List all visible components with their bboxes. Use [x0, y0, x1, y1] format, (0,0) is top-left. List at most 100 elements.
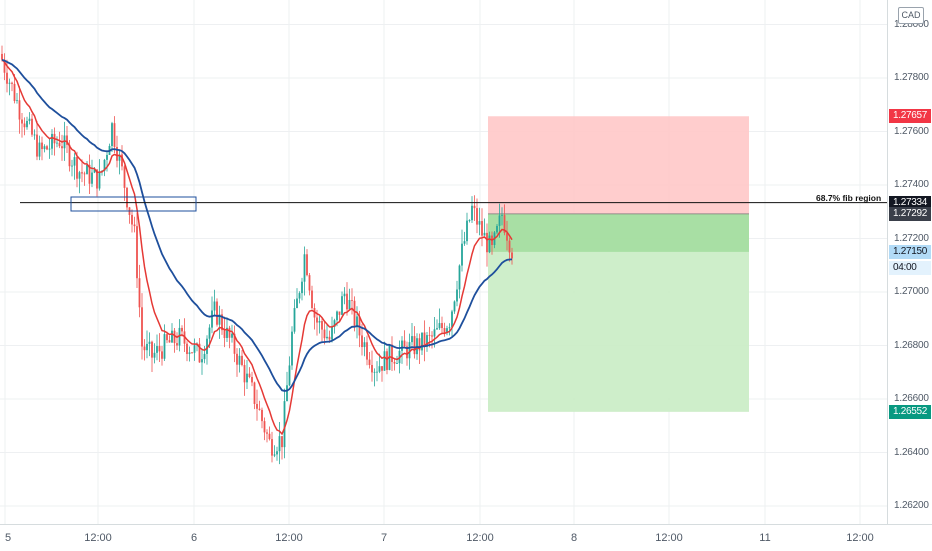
- candle-body: [18, 100, 21, 120]
- candle-body: [423, 332, 426, 347]
- price-tick-label: 1.26200: [894, 500, 929, 511]
- candle-body: [153, 352, 156, 358]
- candle-body: [81, 172, 83, 174]
- candle-body: [198, 343, 201, 363]
- candle-body: [171, 330, 173, 343]
- candle-body: [83, 173, 86, 175]
- candle-body: [481, 221, 483, 236]
- candle-body: [421, 332, 423, 351]
- candle-body: [131, 214, 133, 225]
- candle-body: [498, 215, 501, 226]
- time-axis[interactable]: 5 12:00 6 12:00 7 12:00 8 12:00 11 12:00: [0, 524, 932, 551]
- candle-body: [366, 342, 368, 360]
- candle-body: [166, 334, 168, 341]
- candle-body: [191, 352, 193, 354]
- candle-body: [331, 326, 333, 340]
- candle-body: [281, 436, 283, 448]
- candle-body: [323, 329, 326, 339]
- candle-body: [51, 133, 53, 149]
- price-tick-label: 1.26600: [894, 393, 929, 404]
- candle-body: [483, 232, 486, 236]
- candle-body: [361, 335, 363, 348]
- candle-body: [413, 336, 416, 355]
- candle-body: [113, 123, 116, 147]
- candle-body: [341, 296, 343, 315]
- candle-body: [383, 351, 386, 371]
- price-tick-label: 1.26400: [894, 446, 929, 458]
- drawings[interactable]: [20, 196, 887, 212]
- candle-body: [291, 331, 293, 366]
- candle-body: [368, 359, 371, 365]
- candle-body: [426, 335, 428, 347]
- candle-body: [511, 252, 513, 259]
- time-tick-label: 12:00: [275, 532, 303, 544]
- candle-body: [11, 82, 13, 84]
- candle-body: [503, 215, 506, 233]
- candle-body: [486, 232, 488, 253]
- candle-body: [338, 311, 341, 315]
- candle-body: [463, 241, 466, 244]
- currency-badge[interactable]: CAD: [898, 7, 924, 24]
- candle-body: [93, 169, 96, 173]
- candle-body: [103, 159, 106, 171]
- candle-body: [436, 328, 438, 330]
- candle-body: [163, 334, 166, 359]
- candle-body: [248, 373, 251, 377]
- candle-body: [133, 224, 136, 227]
- candle-body: [78, 172, 81, 179]
- candle-body: [306, 254, 308, 276]
- candle-body: [378, 366, 381, 372]
- time-tick-label: 12:00: [84, 532, 112, 544]
- candle-body: [373, 371, 376, 373]
- candle-body: [136, 226, 138, 279]
- candle-body: [46, 146, 48, 150]
- candle-body: [16, 100, 18, 102]
- candle-body: [68, 144, 71, 167]
- chart-area[interactable]: 68.7% fib region: [0, 0, 887, 524]
- price-tick-label: 1.26800: [894, 339, 929, 351]
- candle-body: [41, 142, 43, 150]
- candle-body: [188, 352, 191, 355]
- candle-body: [181, 327, 183, 332]
- candle-body: [301, 281, 303, 294]
- candle-body: [1, 53, 3, 60]
- price-chart[interactable]: [0, 0, 887, 524]
- candle-body: [63, 135, 66, 149]
- time-tick-label: 5: [4, 532, 12, 544]
- candle-body: [31, 118, 33, 135]
- short-position-tool[interactable]: [488, 116, 749, 412]
- candle-body: [451, 311, 453, 328]
- candle-body: [253, 382, 256, 404]
- candle-body: [231, 333, 233, 338]
- candle-body: [433, 329, 436, 337]
- candle-body: [173, 330, 176, 344]
- candle-body: [58, 142, 61, 147]
- candle-body: [221, 314, 223, 331]
- candle-body: [453, 301, 456, 312]
- candle-body: [176, 343, 178, 346]
- candle-body: [148, 341, 151, 344]
- candle-body: [98, 171, 101, 189]
- candle-body: [478, 221, 481, 225]
- candle-body: [286, 385, 288, 402]
- candle-body: [288, 365, 291, 386]
- candle-body: [276, 451, 278, 455]
- candle-body: [501, 215, 503, 216]
- candle-body: [438, 323, 441, 329]
- candle-body: [156, 346, 158, 353]
- candle-body: [471, 205, 473, 221]
- candle-body: [283, 401, 286, 448]
- candle-body: [216, 301, 218, 325]
- candle-body: [211, 310, 213, 328]
- candle-body: [96, 169, 98, 189]
- candle-body: [243, 365, 246, 383]
- candle-body: [161, 351, 163, 359]
- candle-body: [468, 220, 471, 221]
- candle-body: [121, 154, 123, 167]
- candle-body: [218, 314, 221, 325]
- candles: [1, 45, 513, 465]
- candle-body: [48, 148, 51, 150]
- price-axis[interactable]: 1.28000 1.27800 1.27600 1.27400 1.27200 1.270…: [887, 0, 932, 524]
- candle-body: [333, 320, 336, 327]
- candle-body: [151, 341, 153, 358]
